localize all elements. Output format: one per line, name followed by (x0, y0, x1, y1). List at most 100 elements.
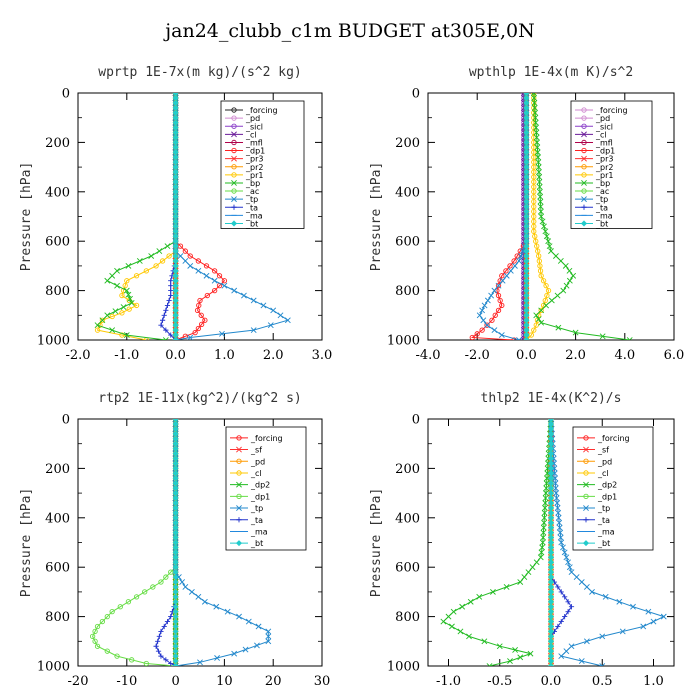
y-tick-label: 800 (395, 284, 420, 299)
series-marker_bp (542, 228, 549, 235)
series-marker_tp (250, 327, 257, 334)
series-marker_dp1 (187, 253, 193, 259)
series-marker_tp (195, 267, 202, 274)
series-marker_ta (168, 288, 174, 294)
legend-label: _pd (250, 457, 265, 466)
series-marker_tp (558, 653, 565, 660)
series-marker_ta (168, 660, 174, 666)
legend-label: _pd (597, 457, 612, 466)
series-marker_dp1 (492, 312, 498, 318)
series-marker_pr1 (531, 154, 537, 160)
series-marker_dp2 (543, 485, 550, 492)
x-tick-label: 2.0 (565, 348, 586, 363)
legend-marker (581, 115, 587, 121)
series-marker_tp (517, 253, 524, 259)
series-marker_dp2 (542, 500, 549, 506)
series-marker_dp1 (133, 594, 140, 600)
legend-marker (581, 107, 587, 113)
series-marker_bp (104, 312, 111, 319)
legend-label: _cl (245, 130, 257, 139)
series-marker_dp2 (476, 593, 483, 600)
series-marker_pr1 (531, 110, 537, 116)
series-marker_dp2 (521, 574, 528, 580)
series-marker_tp (187, 262, 194, 269)
series-marker_tp (650, 618, 657, 625)
y-tick-label: 400 (395, 511, 420, 526)
legend-marker (236, 470, 242, 476)
legend-marker (236, 481, 242, 488)
series-marker_dp1 (204, 292, 210, 299)
panel-rtp2: rtp2 1E-11x(kg^2)/(kg^2 s)02004006008001… (19, 391, 330, 689)
series-marker_bp (531, 95, 538, 101)
series-marker_ta (168, 278, 174, 284)
series-marker_dp1 (474, 331, 480, 337)
series-marker_pr1 (531, 223, 537, 230)
series-marker_bp (553, 253, 559, 259)
series-marker_bp (533, 124, 539, 131)
series-marker_tp (640, 623, 647, 630)
series-marker_dp2 (540, 524, 547, 531)
series-marker_bp (570, 272, 577, 279)
series-marker_pr1 (109, 313, 115, 320)
legend-marker (231, 147, 237, 154)
series-marker_tp (599, 663, 606, 666)
series-marker_tp (270, 307, 277, 314)
series-marker_tp (519, 248, 526, 254)
series-marker_ta (168, 292, 174, 299)
series-marker_tp (277, 312, 284, 319)
series-marker_tp (484, 297, 491, 304)
series-marker_tp (552, 475, 559, 482)
series-marker_bp (532, 119, 539, 126)
series-marker_tp (516, 258, 522, 264)
series-marker_dp1 (511, 337, 517, 340)
series-marker_ta (166, 297, 172, 304)
series-marker_tp (172, 419, 179, 422)
x-tick-label: -4.0 (415, 348, 440, 363)
series-marker_tp (214, 655, 220, 661)
legend-label: _dp1 (595, 147, 615, 156)
series-marker_dp1 (194, 307, 201, 314)
y-axis-label: Pressure [hPa] (369, 488, 384, 598)
series-marker_bp (566, 277, 573, 284)
series-marker_tp (568, 569, 575, 576)
series-marker_dp1 (497, 297, 503, 304)
series-marker_dp2 (481, 638, 488, 645)
series-marker_dp2 (450, 608, 457, 615)
series-marker_pr1 (124, 278, 130, 284)
series-marker_tp (565, 559, 572, 566)
series-marker_pr1 (531, 208, 537, 215)
series-marker_bp (566, 267, 573, 274)
x-tick-label: 20 (265, 674, 282, 689)
series-marker_ta (164, 618, 171, 625)
series-marker_pr1 (537, 268, 544, 274)
y-tick-label: 800 (45, 284, 70, 299)
legend-label: _forcing (245, 106, 278, 115)
y-tick-label: 600 (45, 561, 70, 576)
series-marker_tp (556, 524, 563, 531)
series-marker_tp (203, 272, 210, 279)
series-marker_ta (565, 609, 571, 615)
legend-label: _ac (595, 187, 609, 196)
series-marker_tp (554, 500, 561, 506)
series-marker_bp (537, 193, 544, 200)
series-marker_bp (557, 258, 564, 264)
legend-marker (235, 540, 243, 547)
series-marker_tp (554, 505, 561, 511)
legend-label: _pr2 (245, 163, 263, 172)
legend-marker (236, 517, 242, 523)
series-marker_pr1 (531, 105, 537, 111)
series-marker_dp1 (94, 643, 101, 649)
legend-label: _ta (245, 203, 258, 212)
series-marker_bp (543, 302, 549, 309)
series-marker_tp (558, 539, 565, 546)
series-marker_dp1 (198, 312, 204, 318)
legend-marker (581, 131, 587, 138)
series-marker_ta (562, 614, 568, 620)
series-marker_bp (127, 295, 133, 302)
series-marker_pr1 (533, 238, 539, 244)
series-marker_ta (164, 302, 171, 309)
series-marker_dp1 (211, 268, 218, 274)
series-marker_dp1 (163, 574, 169, 580)
legend-label: _mfl (595, 138, 613, 147)
legend-label: _tp (595, 195, 608, 204)
